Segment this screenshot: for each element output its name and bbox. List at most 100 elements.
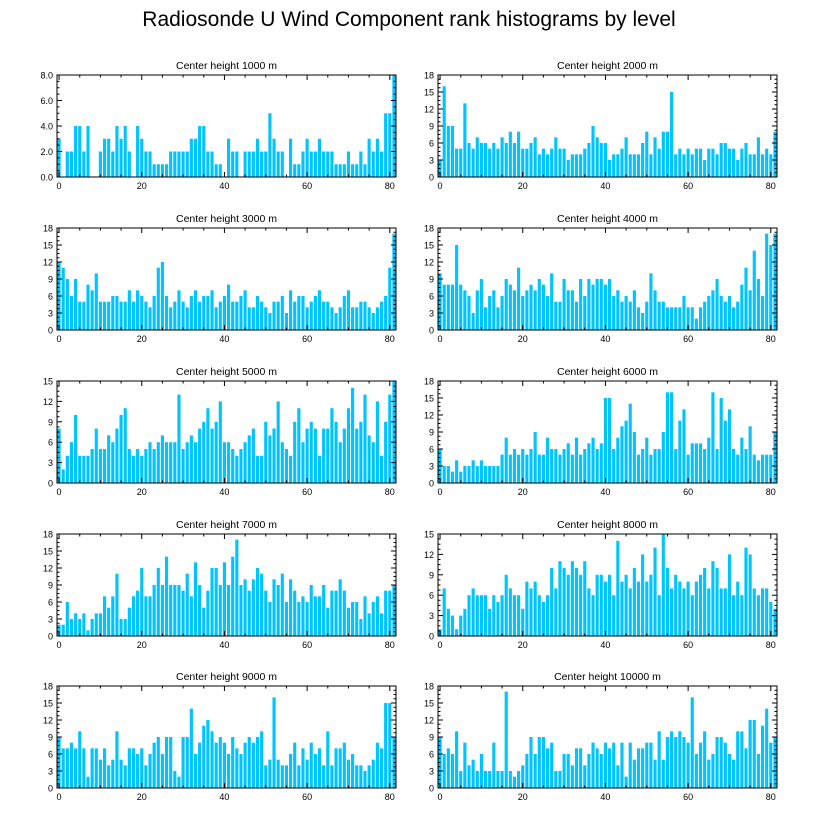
histogram-bar [690,307,694,330]
histogram-bar [375,138,379,177]
histogram-bar [665,307,670,330]
histogram-bar [442,86,446,177]
histogram-bar [334,313,338,330]
y-tick-label: 3 [429,156,434,166]
histogram-bar [185,442,189,483]
histogram-bar [661,131,665,177]
histogram-bar [177,290,181,330]
histogram-bar [694,318,698,330]
x-tick-label: 60 [683,487,693,497]
histogram-bar [111,296,115,330]
histogram-bar [744,748,748,788]
histogram-bar [678,148,682,177]
histogram-bar [297,164,301,177]
histogram-bar [173,771,177,788]
histogram-bar [346,759,351,788]
histogram-bar [496,771,500,788]
histogram-bar [375,401,379,483]
histogram-bar [570,290,574,330]
histogram-bar [608,398,612,483]
histogram-bar [595,748,599,788]
histogram-bar [297,408,301,483]
histogram-bar [541,454,545,483]
histogram-bar [446,748,450,788]
histogram-bar [678,731,682,788]
histogram-bar [591,742,595,788]
histogram-bar [732,449,736,483]
histogram-bar [363,301,367,330]
histogram-bar [537,737,541,788]
x-tick-label: 80 [385,640,395,650]
x-tick-label: 60 [302,334,312,344]
histogram-bar [177,394,181,483]
histogram-bar [562,148,566,177]
histogram-bar [471,588,475,636]
histogram-bar [533,581,537,636]
histogram-bar [193,754,198,788]
histogram-bar [628,588,632,636]
histogram-bar [206,151,210,177]
histogram-bar [727,148,732,177]
histogram-bar [152,296,156,330]
histogram-bar [181,737,185,788]
histogram-bar [765,454,769,483]
y-tick-label: 3 [429,611,434,621]
histogram-bar [268,313,272,330]
y-tick-label: 3 [48,767,53,777]
histogram-bar [181,449,185,483]
histogram-bar [769,154,773,177]
histogram-bar [442,284,446,330]
histogram-bar [636,581,641,636]
histogram-bar [760,725,765,788]
histogram-bar [107,765,111,788]
histogram-bar [305,602,309,636]
histogram-bar [231,556,235,636]
histogram-bar [517,771,521,788]
y-tick-label: 15 [424,241,434,251]
x-tick-label: 60 [683,792,693,802]
y-tick-label: 0 [48,784,53,794]
histogram-bar [732,595,736,636]
histogram-bar [570,765,574,788]
histogram-bar [641,554,645,636]
histogram-bar [678,581,682,636]
histogram-bar [628,154,632,177]
histogram-bar [65,748,69,788]
y-tick-label: 15 [424,530,434,540]
histogram-bar [496,148,500,177]
histogram-bar [529,737,533,788]
histogram-bar [624,574,628,636]
y-tick-label: 9 [48,275,53,285]
histogram-bar [123,301,127,330]
y-tick-label: 15 [424,699,434,709]
histogram-bar [459,471,463,483]
y-tick-label: 12 [424,411,434,421]
histogram-bar [222,742,226,788]
histogram-bar [214,164,218,177]
histogram-bar [218,164,222,177]
histogram-bar [227,585,231,636]
histogram-bar [636,307,641,330]
x-tick-label: 40 [219,334,229,344]
histogram-bar [98,759,102,788]
histogram-bar [169,151,173,177]
histogram-panel: Center height 4000 m 0 3 6 9 12 15 18 0 20 40 60 80 [424,213,778,344]
histogram-bar [115,126,119,177]
histogram-bar [732,307,736,330]
y-tick-label: 3 [48,615,53,625]
histogram-bar [620,301,624,330]
x-tick-label: 20 [137,334,147,344]
x-tick-label: 40 [219,487,229,497]
histogram-bar [102,748,107,788]
histogram-bar [545,595,550,636]
histogram-bar [305,138,309,177]
histogram-bar [711,392,715,483]
histogram-bar [131,301,136,330]
histogram-bar [740,148,744,177]
histogram-bar [661,301,665,330]
histogram-bar [500,771,504,788]
histogram-bar [550,742,554,788]
histogram-bar [483,466,488,483]
histogram-bar [280,765,284,788]
histogram-bar [189,296,193,330]
